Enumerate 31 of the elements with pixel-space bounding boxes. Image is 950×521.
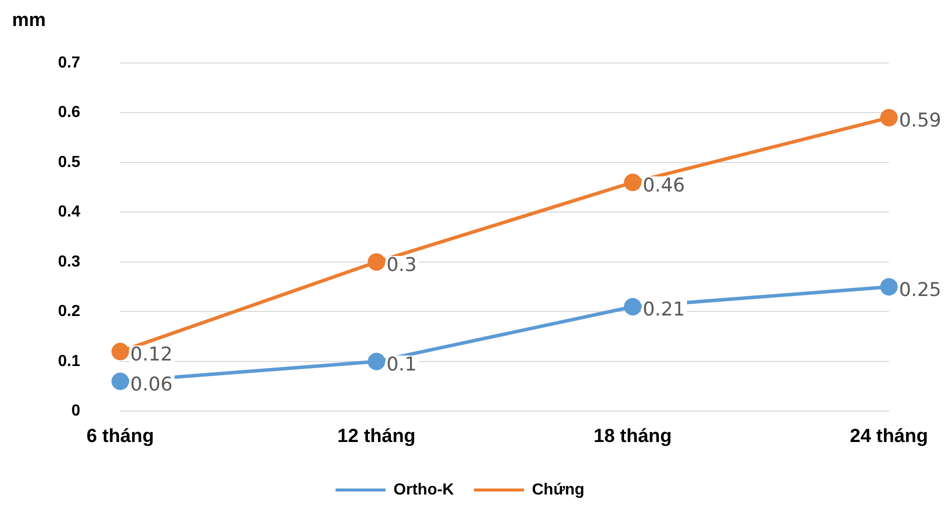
data-label: 0.59 bbox=[898, 110, 942, 132]
x-tick-label: 12 tháng bbox=[337, 426, 416, 447]
y-tick-label: 0.1 bbox=[58, 352, 80, 370]
point bbox=[111, 372, 129, 390]
legend-label: Chứng bbox=[532, 481, 584, 498]
y-tick-label: 0.4 bbox=[58, 204, 80, 221]
x-tick-label: 18 tháng bbox=[594, 426, 672, 447]
point bbox=[368, 352, 386, 370]
y-tick-label: 0.7 bbox=[58, 54, 80, 72]
point bbox=[880, 108, 898, 126]
data-label: 0.12 bbox=[130, 343, 173, 366]
y-tick-label: 0.6 bbox=[58, 104, 80, 122]
y-axis-title: mm bbox=[12, 10, 46, 32]
point bbox=[111, 342, 129, 360]
y-tick-label: 0 bbox=[71, 402, 80, 420]
data-label: 0.21 bbox=[642, 298, 686, 321]
x-tick-label: 24 tháng bbox=[850, 426, 928, 447]
point bbox=[624, 298, 642, 316]
point bbox=[368, 253, 386, 271]
y-tick-label: 0.5 bbox=[58, 154, 80, 171]
y-tick-label: 0.2 bbox=[58, 303, 80, 320]
point bbox=[624, 174, 642, 192]
data-label: 0.06 bbox=[130, 373, 173, 396]
data-label: 0.1 bbox=[386, 353, 417, 376]
legend-label: Ortho-K bbox=[394, 481, 454, 498]
data-label: 0.25 bbox=[898, 278, 942, 301]
y-tick-label: 0.3 bbox=[58, 253, 80, 270]
data-label: 0.46 bbox=[642, 174, 686, 196]
point bbox=[880, 278, 898, 296]
data-label: 0.3 bbox=[386, 254, 417, 276]
x-tick-label: 6 tháng bbox=[86, 426, 154, 447]
